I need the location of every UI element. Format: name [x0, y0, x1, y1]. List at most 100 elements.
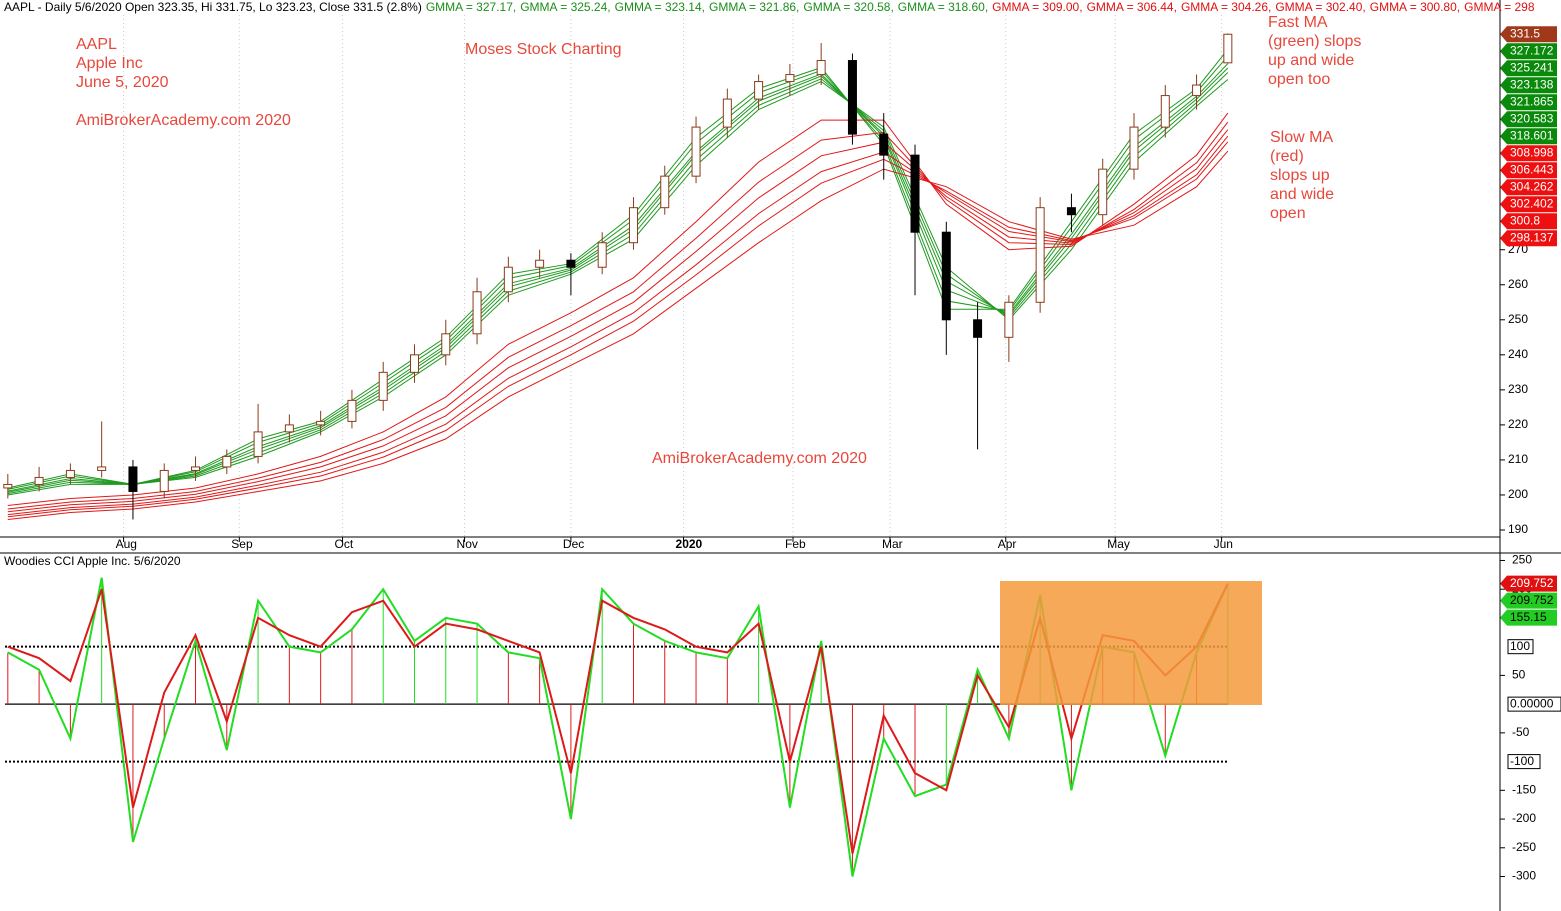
value-flag	[1500, 230, 1557, 247]
ma-line	[7, 135, 1229, 516]
flag-label: 302.402	[1510, 196, 1554, 210]
x-tick-label: Aug	[116, 537, 137, 551]
candle-body	[722, 98, 732, 128]
candle-body	[409, 354, 419, 373]
candle-body	[222, 455, 232, 468]
x-tick-label: 2020	[676, 537, 703, 551]
flag-label: 318.601	[1510, 128, 1554, 142]
header-part: GMMA = 318.60,	[898, 0, 988, 14]
flag-label: 298.137	[1510, 230, 1554, 244]
annotation: up and wide	[1268, 52, 1354, 69]
value-flag	[1500, 26, 1557, 43]
candle-body	[441, 333, 451, 356]
x-tick-label: Feb	[785, 537, 806, 551]
x-tick-label: Jun	[1214, 537, 1233, 551]
candle-body	[973, 319, 983, 338]
x-tick-label: Oct	[335, 537, 354, 551]
annotation: open too	[1268, 71, 1330, 88]
candle-body	[65, 469, 75, 478]
flag-label: 320.583	[1510, 111, 1554, 125]
header-part: GMMA = 320.58,	[803, 0, 893, 14]
candle-body	[128, 466, 138, 492]
level-flag	[1507, 696, 1561, 712]
candle-body	[910, 154, 920, 233]
candle-body	[566, 259, 576, 268]
value-flag	[1500, 111, 1557, 128]
candle-body	[691, 126, 701, 177]
y-tick-label: 210	[1508, 452, 1528, 466]
candle-body	[754, 81, 764, 100]
level-flag	[1507, 639, 1534, 655]
header-part: GMMA = 323.14,	[615, 0, 705, 14]
level-label: 0.00000	[1510, 696, 1554, 710]
value-flag	[1500, 145, 1557, 162]
value-flag	[1500, 213, 1557, 230]
ma-line	[7, 129, 1229, 513]
y-tick-label: 50	[1512, 668, 1526, 682]
value-flag	[1500, 575, 1557, 592]
candle-body	[472, 291, 482, 335]
annotation: AAPL	[76, 36, 117, 53]
candle-body	[253, 431, 263, 457]
header-part: GMMA = 298	[1464, 0, 1535, 14]
annotation: and wide	[1270, 186, 1334, 203]
flag-label: 209.752	[1510, 593, 1554, 607]
annotation: Moses Stock Charting	[465, 41, 622, 58]
candle-body	[1066, 207, 1076, 216]
candle-body	[535, 259, 545, 268]
x-tick-label: Apr	[998, 537, 1017, 551]
candle-body	[316, 420, 326, 426]
flag-label: 321.865	[1510, 94, 1554, 108]
candle-body	[1129, 126, 1139, 170]
value-flag	[1500, 94, 1557, 111]
candle-body	[628, 207, 638, 244]
candle-body	[1160, 95, 1170, 128]
y-tick-label: 250	[1508, 312, 1528, 326]
y-tick-label: 200	[1508, 487, 1528, 501]
y-tick-label: 190	[1508, 522, 1528, 536]
y-tick-label: 220	[1508, 417, 1528, 431]
flag-label: 331.5	[1510, 26, 1540, 40]
annotation: open	[1270, 205, 1306, 222]
flag-label: 155.15	[1510, 610, 1547, 624]
cci-title: Woodies CCI Apple Inc. 5/6/2020	[4, 554, 181, 568]
flag-label: 308.998	[1510, 145, 1554, 159]
flag-label: 209.752	[1510, 576, 1554, 590]
candle-body	[191, 466, 201, 471]
header-part: GMMA = 306.44,	[1087, 0, 1177, 14]
candle-body	[284, 424, 294, 433]
annotation: (green) slops	[1268, 33, 1361, 50]
candle-body	[1004, 301, 1014, 338]
y-tick-label: 260	[1508, 277, 1528, 291]
candle-body	[97, 466, 107, 471]
flag-label: 306.443	[1510, 162, 1554, 176]
x-tick-label: Nov	[457, 537, 478, 551]
flag-label: 304.262	[1510, 179, 1554, 193]
flag-label: 327.172	[1510, 43, 1554, 57]
candle-body	[1098, 168, 1108, 216]
candle-body	[378, 371, 388, 401]
candle-body	[34, 476, 44, 485]
value-flag	[1500, 128, 1557, 145]
annotation: Apple Inc	[76, 55, 143, 72]
candle-body	[816, 60, 826, 76]
annotation: AmiBrokerAcademy.com 2020	[652, 450, 867, 467]
value-flag	[1500, 592, 1557, 609]
header-part: GMMA = 304.26,	[1181, 0, 1271, 14]
value-flag	[1500, 162, 1557, 179]
value-flag	[1500, 43, 1557, 60]
value-flag	[1500, 179, 1557, 196]
y-tick-label: -200	[1512, 811, 1536, 825]
x-tick-label: Sep	[231, 537, 253, 551]
flag-label: 325.241	[1510, 60, 1554, 74]
y-tick-label: -50	[1512, 725, 1530, 739]
candle-body	[3, 483, 13, 489]
x-tick-label: Dec	[563, 537, 584, 551]
header-part: GMMA = 309.00,	[992, 0, 1082, 14]
y-tick-label: -250	[1512, 840, 1536, 854]
highlight-box	[1000, 581, 1262, 705]
cci-panel: 25020015050-50-150-200-250-3001000.00000…	[5, 553, 1561, 883]
header-part: GMMA = 321.86,	[709, 0, 799, 14]
